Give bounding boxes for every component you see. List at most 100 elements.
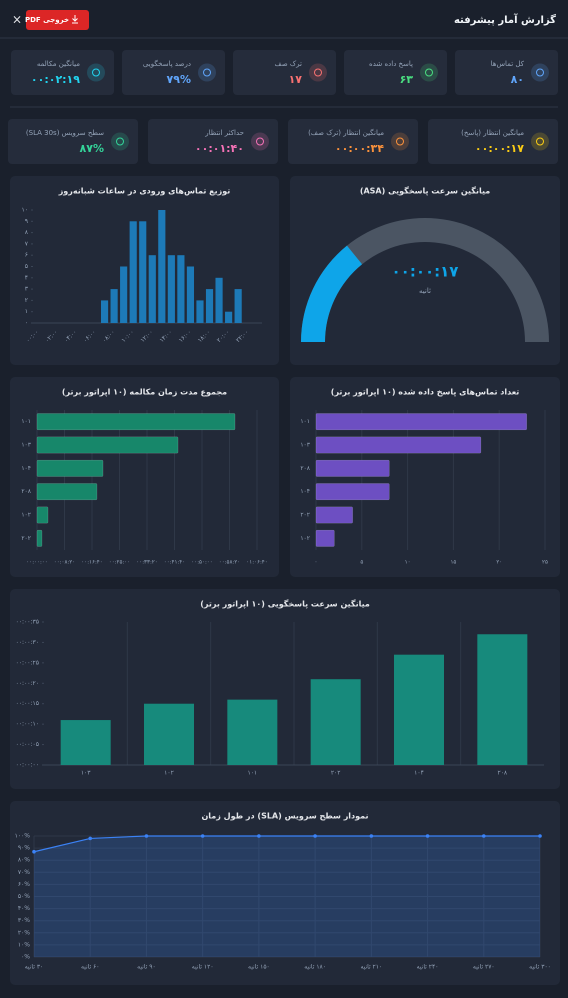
stat-icon [531, 63, 549, 82]
y-tick-label: ۱۰۲ [21, 512, 31, 519]
y-tick-label: ۱۰۴ [300, 488, 310, 495]
chart-title: میانگین سرعت پاسخگویی (۱۰ اپراتور برتر) [200, 599, 370, 609]
bar [120, 266, 128, 323]
x-tick-label: ۲۱۰ ثانیه [360, 964, 382, 971]
y-tick-label: ۱۰۴ [21, 465, 31, 472]
point [257, 834, 261, 838]
x-tick-label: ۰۱:۰۶:۴۰ [246, 560, 267, 566]
stat-icon [87, 63, 105, 82]
y-tick-label: ۲۰۲ [21, 535, 31, 542]
stat-label: کل تماس‌ها [491, 60, 525, 68]
y-tick-label: ۱۰ [22, 207, 28, 214]
chart-title: نمودار سطح سرویس (SLA) در طول زمان [201, 812, 368, 822]
x-tick-label: ۰۰:۵۰:۰۰ [191, 560, 212, 566]
x-tick-label: ۱۰۱ [247, 770, 257, 777]
bar [139, 221, 147, 323]
page-title: گزارش آمار پیشرفته [454, 13, 556, 26]
y-tick-label: ۶۰% [18, 881, 30, 888]
x-tick-label: ۲۰۸ [497, 770, 507, 777]
x-tick-label: ۰۰:۲۵:۰۰ [109, 560, 130, 566]
stat-icon [198, 63, 216, 82]
download-icon [72, 15, 78, 24]
point [88, 836, 93, 841]
stat-icon-glyph [536, 68, 544, 77]
bar [310, 679, 361, 765]
stat-icon [309, 63, 327, 82]
x-tick-label: ۹۰ ثانیه [137, 964, 156, 971]
x-tick-label: ۲۰۲ [331, 770, 341, 777]
bar [315, 459, 390, 477]
point [425, 834, 430, 838]
stat-icon-glyph [116, 137, 124, 146]
x-tick-label: ۱۰۴ [414, 770, 424, 777]
bar [477, 634, 528, 765]
x-tick-label: ۰۰:۳۳:۲۰ [136, 560, 157, 566]
stat-card [11, 50, 114, 95]
bar [227, 699, 278, 765]
bar [225, 311, 233, 323]
point [538, 834, 542, 838]
bar [36, 436, 179, 454]
x-tick-label: ۱۸۰ ثانیه [304, 964, 326, 971]
x-tick-label: ۲۷۰ ثانیه [473, 964, 495, 971]
bar [129, 221, 137, 323]
chart-panel [290, 176, 560, 365]
bar [158, 210, 166, 323]
y-tick-label: ۴ [25, 274, 28, 281]
chart-panel [10, 801, 560, 985]
export-button[interactable] [26, 10, 89, 30]
bar [394, 654, 444, 765]
stat-icon-glyph [425, 68, 433, 77]
stat-icon-glyph [314, 68, 322, 77]
stat-icon [111, 132, 129, 151]
y-tick-label: ۰۰:۰۰:۳۰ [16, 639, 39, 646]
bar [315, 436, 482, 454]
stat-icon-glyph [396, 137, 404, 146]
stat-card [455, 50, 558, 95]
y-tick-label: ۱ [25, 308, 28, 315]
stat-card [288, 119, 418, 164]
x-tick-label: ۲۵ [542, 560, 548, 566]
gauge-track [301, 218, 549, 342]
y-tick-label: ۲۰۸ [300, 465, 310, 472]
y-tick-label: ۱۰۱ [300, 418, 310, 425]
point [32, 849, 36, 854]
stat-value: ۰۰:۰۱:۴۰ [195, 142, 244, 155]
stat-card [233, 50, 336, 95]
y-tick-label: ۳۰% [18, 917, 30, 924]
bar [167, 255, 175, 323]
y-tick-label: ۰% [21, 954, 30, 961]
bar [144, 703, 194, 765]
bar [36, 506, 49, 524]
close-button[interactable]: × [12, 13, 22, 27]
y-tick-label: ۱۰۳ [21, 442, 31, 449]
y-tick-label: ۱۰۰% [15, 833, 31, 840]
stat-value: ۱۷ [289, 73, 303, 86]
stat-icon [420, 63, 438, 82]
stat-icon-glyph [536, 137, 544, 146]
bar [100, 300, 109, 323]
y-tick-label: ۰۰:۰۰:۳۵ [16, 619, 39, 626]
chart-title: میانگین سرعت پاسخگویی (ASA) [360, 186, 490, 196]
y-tick-label: ۰۰:۰۰:۱۵ [16, 700, 39, 707]
stat-value: ۶۳ [400, 73, 414, 86]
chart-title: مجموع مدت زمان مکالمه (۱۰ اپراتور برتر) [62, 388, 227, 397]
x-tick-label: ۱۰ [405, 560, 411, 566]
y-tick-label: ۲۰۸ [21, 488, 31, 495]
x-tick-label: ۵ [360, 560, 363, 566]
bar [60, 720, 111, 765]
area-fill [34, 836, 540, 957]
y-tick-label: ۰۰:۰۰:۲۰ [16, 680, 39, 687]
y-tick-label: ۱۰۱ [21, 418, 31, 425]
chart-title: تعداد تماس‌های پاسخ داده شده (۱۰ اپراتور… [331, 388, 519, 398]
stat-value: ۸۷% [80, 142, 104, 155]
y-tick-label: ۲ [25, 297, 28, 304]
y-tick-label: ۲۰% [18, 929, 30, 936]
y-tick-label: ۰۰:۰۰:۰۵ [16, 741, 39, 748]
point [144, 834, 149, 838]
x-tick-label: ۱۲۰ ثانیه [192, 964, 214, 971]
bar [215, 277, 223, 323]
